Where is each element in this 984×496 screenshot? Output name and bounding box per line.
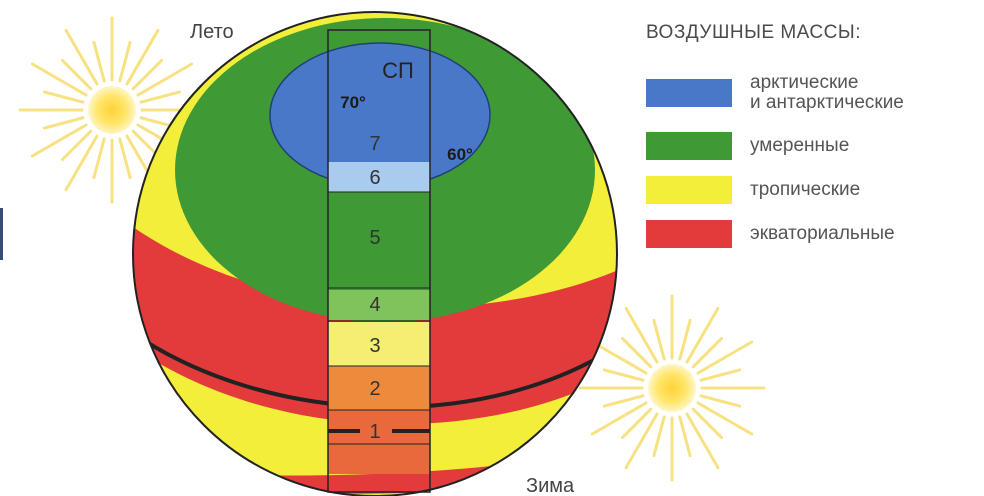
latitude-70-label: 70°: [340, 93, 366, 112]
legend-swatch-temperate: [646, 132, 732, 160]
southern-tropical-band: [133, 330, 617, 493]
zone-label-5: 5: [369, 227, 380, 249]
zone-label-2: 2: [369, 378, 380, 400]
left-edge-mark: [0, 208, 3, 260]
latitude-60-label: 60°: [447, 145, 473, 164]
summer-sun-icon: [18, 16, 206, 204]
zone-label-4: 4: [369, 294, 380, 316]
zone-label-7: 7: [369, 133, 380, 155]
north-pole-label: СП: [382, 58, 414, 83]
legend-swatch-tropical: [646, 176, 732, 204]
legend-swatch-arctic: [646, 79, 732, 107]
season-winter-label: Зима: [526, 475, 575, 496]
zone-label-1: 1: [369, 421, 380, 443]
legend-swatch-equatorial: [646, 220, 732, 248]
legend-label-equatorial: экваториальные: [750, 223, 895, 244]
zone-label-6: 6: [369, 167, 380, 189]
zone-label-3: 3: [369, 335, 380, 357]
globe: 7 6 5 4 3 2 1 СП 70° 60°: [132, 11, 618, 496]
legend-label-arctic: арктические и антарктические: [750, 72, 904, 113]
legend-label-temperate: умеренные: [750, 135, 850, 156]
legend: ВОЗДУШНЫЕ МАССЫ: арктические и антарктич…: [646, 22, 981, 256]
zone-column: [327, 29, 431, 493]
legend-title: ВОЗДУШНЫЕ МАССЫ:: [646, 22, 861, 43]
legend-item-arctic: арктические и антарктические: [646, 62, 981, 124]
legend-label-tropical: тропические: [750, 179, 861, 200]
season-summer-label: Лето: [190, 21, 234, 43]
winter-sun-icon: [578, 294, 766, 482]
legend-item-temperate: умеренные: [646, 124, 981, 168]
legend-item-equatorial: экваториальные: [646, 212, 981, 256]
legend-item-tropical: тропические: [646, 168, 981, 212]
